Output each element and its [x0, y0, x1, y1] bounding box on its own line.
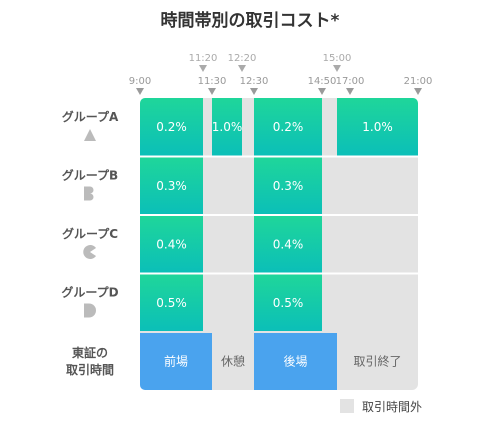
group-label: グループC — [62, 226, 118, 241]
cost-block — [254, 157, 322, 214]
cost-block — [140, 98, 203, 156]
tick-label: 9:00 — [129, 76, 151, 87]
cost-value-label: 0.3% — [156, 179, 187, 193]
cost-block — [140, 157, 203, 214]
legend-swatch — [340, 399, 354, 413]
cost-block — [254, 216, 322, 273]
cost-value-label: 0.4% — [273, 237, 304, 251]
session-label: 後場 — [283, 355, 307, 369]
tick-marker — [318, 88, 326, 95]
cost-block — [140, 274, 203, 331]
tick-marker — [414, 88, 422, 95]
group-label: グループD — [61, 285, 118, 300]
chart-title: 時間帯別の取引コスト* — [160, 11, 340, 31]
cost-value-label: 1.0% — [362, 120, 393, 134]
cost-value-label: 0.5% — [273, 296, 304, 310]
tick-label: 17:00 — [336, 76, 365, 87]
tick-label: 14:50 — [308, 76, 337, 87]
tick-label: 12:20 — [228, 53, 257, 64]
cost-block — [337, 98, 418, 156]
session-label-line2: 取引時間 — [66, 362, 114, 377]
group-label: グループA — [62, 109, 119, 124]
cost-block — [254, 274, 322, 331]
tick-marker — [250, 88, 258, 95]
triangle-icon — [84, 129, 96, 141]
cost-value-label: 0.5% — [156, 296, 187, 310]
tick-marker — [208, 88, 216, 95]
session-block — [254, 333, 337, 390]
tick-label: 15:00 — [323, 53, 352, 64]
cost-value-label: 0.4% — [156, 237, 187, 251]
cost-value-label: 0.2% — [156, 120, 187, 134]
legend-label: 取引時間外 — [362, 400, 422, 414]
tick-label: 21:00 — [404, 76, 433, 87]
tick-label: 11:20 — [189, 53, 218, 64]
tick-marker — [238, 65, 246, 72]
session-block — [140, 333, 212, 390]
cost-value-label: 0.2% — [273, 120, 304, 134]
tick-label: 12:30 — [240, 76, 269, 87]
group-label: グループB — [62, 168, 118, 183]
tick-marker — [199, 65, 207, 72]
tick-label: 11:30 — [198, 76, 227, 87]
cost-block — [140, 216, 203, 273]
tick-marker — [346, 88, 354, 95]
cost-block — [212, 98, 242, 156]
tick-marker — [136, 88, 144, 95]
session-label: 休憩 — [221, 354, 245, 369]
c-shape-icon — [83, 244, 96, 259]
tick-marker — [333, 65, 341, 72]
d-shape-icon — [84, 303, 96, 318]
session-label: 前場 — [164, 354, 188, 369]
cost-value-label: 0.3% — [273, 179, 304, 193]
cost-block — [254, 98, 322, 156]
session-label-line1: 東証の — [72, 345, 108, 360]
b-shape-icon — [84, 186, 94, 201]
session-label: 取引終了 — [353, 354, 401, 369]
cost-value-label: 1.0% — [212, 120, 243, 134]
